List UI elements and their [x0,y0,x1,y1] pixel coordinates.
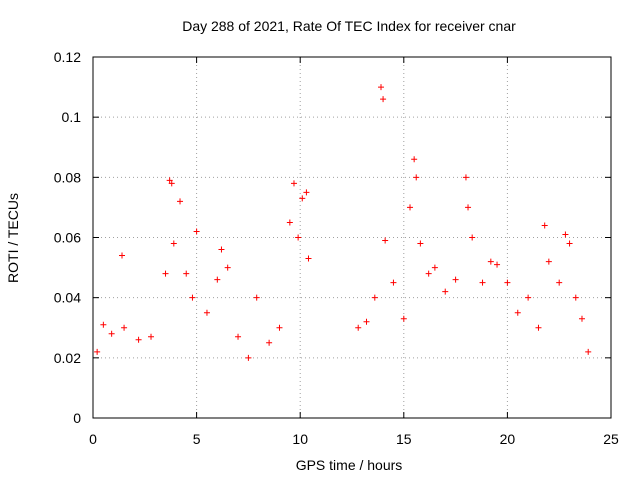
y-tick-label: 0 [73,410,81,426]
data-point [245,354,252,361]
data-point [465,204,472,211]
data-point [214,276,221,283]
data-point [556,279,563,286]
data-point [572,294,579,301]
data-point [235,333,242,340]
tick-labels: 0 5 10 15 20 25 0 0.02 0.04 0.06 0.08 0.1 0.12 [54,49,619,447]
x-axis-label: GPS time / hours [296,457,403,473]
y-tick-label: 0.02 [54,350,81,366]
data-point [442,288,449,295]
data-point [525,294,532,301]
data-point [224,264,231,271]
x-tick-label: 20 [500,431,516,447]
data-point [452,276,459,283]
x-tick-label: 10 [292,431,308,447]
data-point [170,240,177,247]
data-point [355,324,362,331]
data-point [462,174,469,181]
data-point [371,294,378,301]
x-tick-label: 25 [603,431,619,447]
data-point [425,270,432,277]
data-point [407,204,414,211]
data-point [380,96,387,103]
data-point [119,252,126,259]
y-tick-label: 0.08 [54,169,81,185]
y-tick-label: 0.04 [54,290,81,306]
data-point [183,270,190,277]
data-point [494,261,501,268]
data-point [295,234,302,241]
data-point [168,180,175,187]
data-point [363,318,370,325]
data-point [585,348,592,355]
data-point [504,279,511,286]
y-tick-label: 0.06 [54,230,81,246]
data-point [166,177,173,184]
data-point [487,258,494,265]
data-point [305,255,312,262]
data-point [100,321,107,328]
x-tick-label: 0 [89,431,97,447]
data-point [535,324,542,331]
data-point [562,231,569,238]
data-point [276,324,283,331]
data-point [135,336,142,343]
data-point [253,294,260,301]
data-point [417,240,424,247]
grid [93,57,611,418]
data-point [193,228,200,235]
x-tick-label: 15 [396,431,412,447]
data-point [189,294,196,301]
x-tick-label: 5 [193,431,201,447]
axis-ticks [92,56,612,419]
data-point [299,195,306,202]
data-point [177,198,184,205]
y-axis-label: ROTI / TECUs [5,193,21,283]
data-point [108,330,115,337]
data-point [148,333,155,340]
data-point [378,84,385,91]
y-tick-label: 0.1 [62,109,82,125]
y-tick-label: 0.12 [54,49,81,65]
data-point [382,237,389,244]
data-point [121,324,128,331]
data-point [303,189,310,196]
chart-title: Day 288 of 2021, Rate Of TEC Index for r… [182,18,516,34]
data-point [390,279,397,286]
data-point [541,222,548,229]
data-point [290,180,297,187]
data-point [413,174,420,181]
data-point [286,219,293,226]
data-point [203,309,210,316]
data-point [514,309,521,316]
data-point [578,315,585,322]
data-points [94,84,592,361]
data-point [266,339,273,346]
data-point [218,246,225,253]
data-point [479,279,486,286]
data-point [400,315,407,322]
data-point [431,264,438,271]
data-point [162,270,169,277]
data-point [411,156,418,163]
data-point [545,258,552,265]
data-point [469,234,476,241]
data-point [566,240,573,247]
data-point [94,348,101,355]
